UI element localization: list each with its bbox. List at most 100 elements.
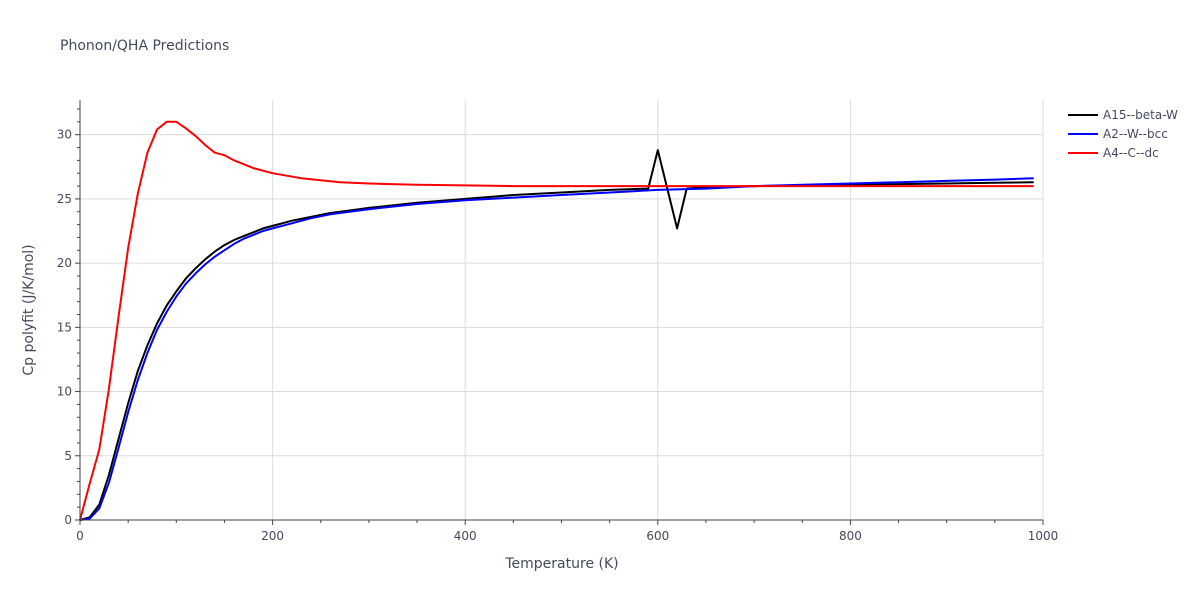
data-point bbox=[368, 208, 370, 210]
data-point bbox=[291, 222, 293, 224]
data-point bbox=[166, 304, 168, 307]
data-point bbox=[849, 182, 852, 185]
data-point bbox=[329, 213, 331, 215]
data-point bbox=[233, 159, 235, 161]
data-point bbox=[89, 483, 91, 485]
data-point bbox=[657, 149, 659, 151]
legend-label: A15--beta-W bbox=[1103, 108, 1178, 122]
axes bbox=[75, 100, 1044, 525]
data-point bbox=[801, 184, 803, 186]
data-point bbox=[223, 244, 226, 246]
data-point bbox=[185, 283, 187, 285]
data-point bbox=[946, 185, 948, 187]
legend[interactable]: A15--beta-W A2--W--bcc A4--C--dc bbox=[1068, 108, 1178, 160]
data-point bbox=[464, 199, 466, 201]
legend-label: A2--W--bcc bbox=[1103, 127, 1168, 141]
data-point bbox=[609, 189, 611, 191]
plot-area bbox=[79, 120, 1034, 521]
data-point bbox=[194, 272, 197, 274]
data-point bbox=[272, 172, 274, 174]
data-point bbox=[291, 220, 293, 222]
data-point bbox=[705, 185, 707, 187]
data-point bbox=[946, 182, 948, 185]
data-point bbox=[108, 474, 110, 476]
data-point bbox=[185, 127, 187, 129]
data-point bbox=[1032, 185, 1034, 187]
data-point bbox=[194, 267, 197, 269]
data-point bbox=[705, 188, 707, 190]
data-point bbox=[185, 277, 187, 280]
data-point bbox=[175, 121, 177, 123]
data-point bbox=[252, 167, 254, 169]
data-point bbox=[137, 379, 139, 381]
data-point bbox=[676, 227, 678, 230]
data-point bbox=[127, 402, 129, 404]
data-point bbox=[252, 231, 254, 233]
data-point bbox=[560, 194, 563, 196]
data-point bbox=[194, 135, 197, 137]
data-point bbox=[214, 250, 216, 253]
data-point bbox=[310, 217, 312, 219]
data-point bbox=[166, 311, 168, 313]
series-line-A2--W--bcc bbox=[79, 177, 1034, 521]
data-point bbox=[349, 211, 351, 213]
chart-title: Phonon/QHA Predictions bbox=[60, 38, 229, 54]
data-point bbox=[146, 344, 149, 346]
data-point bbox=[156, 128, 158, 131]
data-point bbox=[946, 180, 948, 182]
data-point bbox=[127, 411, 129, 413]
data-point bbox=[1032, 181, 1034, 183]
data-point bbox=[897, 181, 900, 183]
data-point bbox=[339, 181, 341, 183]
data-point bbox=[416, 184, 418, 186]
y-tick-label: 20 bbox=[57, 256, 72, 270]
data-point bbox=[1032, 177, 1034, 179]
data-point bbox=[512, 194, 514, 196]
data-point bbox=[233, 239, 235, 241]
data-point bbox=[243, 238, 245, 240]
y-tick-label: 30 bbox=[57, 128, 72, 142]
data-point bbox=[994, 179, 996, 181]
data-point bbox=[223, 154, 226, 156]
data-point bbox=[108, 482, 110, 484]
data-point bbox=[609, 191, 611, 194]
x-tick-label: 600 bbox=[646, 529, 669, 543]
data-point bbox=[801, 185, 803, 187]
data-point bbox=[512, 185, 514, 187]
x-tick-label: 1000 bbox=[1028, 529, 1059, 543]
data-point bbox=[416, 203, 418, 205]
data-point bbox=[262, 230, 264, 232]
data-point bbox=[560, 185, 563, 187]
tick-labels: 0 200 400 600 800 1000 0 5 10 15 20 25 30 bbox=[57, 128, 1059, 543]
series-line-A15--beta-W bbox=[79, 149, 1034, 521]
y-tick-label: 0 bbox=[64, 513, 72, 527]
data-point bbox=[252, 234, 254, 236]
data-point bbox=[204, 258, 206, 260]
data-point bbox=[560, 191, 563, 194]
y-tick-label: 15 bbox=[57, 320, 72, 334]
data-point bbox=[897, 183, 900, 185]
legend-item[interactable]: A15--beta-W bbox=[1068, 108, 1178, 122]
data-point bbox=[994, 185, 996, 187]
data-point bbox=[272, 227, 274, 230]
data-point bbox=[849, 185, 852, 187]
legend-label: A4--C--dc bbox=[1103, 146, 1159, 160]
legend-item[interactable]: A2--W--bcc bbox=[1068, 127, 1168, 141]
data-point bbox=[98, 507, 100, 510]
data-point bbox=[156, 329, 158, 331]
data-point bbox=[897, 185, 900, 187]
x-tick-label: 0 bbox=[76, 529, 84, 543]
data-point bbox=[243, 163, 245, 165]
data-point bbox=[175, 295, 177, 298]
data-point bbox=[233, 243, 235, 245]
data-point bbox=[223, 249, 226, 251]
data-point bbox=[175, 290, 177, 292]
data-point bbox=[464, 184, 466, 187]
data-point bbox=[272, 225, 274, 227]
data-point bbox=[512, 197, 514, 199]
data-point bbox=[146, 352, 149, 354]
data-point bbox=[994, 182, 996, 184]
data-point bbox=[214, 256, 216, 258]
data-point bbox=[146, 152, 149, 154]
legend-item[interactable]: A4--C--dc bbox=[1068, 146, 1159, 160]
